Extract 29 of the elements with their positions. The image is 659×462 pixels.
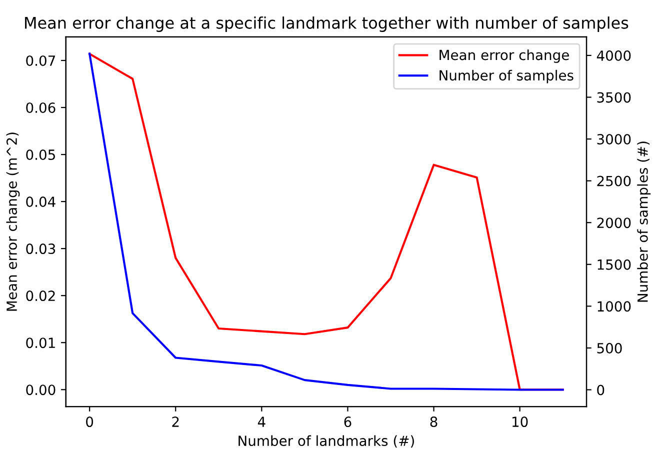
y2-tick-label: 4000 (596, 50, 631, 61)
x-tick-label: 2 (172, 416, 179, 427)
legend-label: Mean error change (440, 49, 569, 63)
x-tick-label: 8 (430, 416, 438, 428)
y-tick-label: 0.01 (26, 338, 55, 348)
y-tick-label: 0.07 (26, 55, 55, 66)
y2-tick-label: 0 (597, 384, 604, 396)
x-tick-label: 10 (512, 416, 528, 428)
x-tick-label: 0 (86, 416, 94, 428)
legend-label: Number of samples (440, 70, 574, 84)
y2-tick-label: 2000 (597, 218, 631, 228)
y2-tick-label: 3000 (597, 134, 631, 144)
y-tick-label: 0.04 (26, 196, 56, 208)
y2-tick-label: 3500 (597, 92, 631, 103)
y-tick-label: 0.05 (26, 149, 55, 160)
y2-axis-title: Number of samples (#) (637, 142, 651, 302)
x-axis-title: Number of landmarks (#) (238, 435, 414, 448)
x-tick-label: 6 (344, 416, 352, 428)
y2-tick-label: 2500 (597, 176, 631, 186)
y-tick-label: 0.06 (26, 102, 56, 113)
y-tick-label: 0.00 (26, 384, 56, 396)
y-tick-label: 0.02 (26, 290, 55, 302)
chart-title: Mean error change at a specific landmark together with number of samples (25, 16, 628, 32)
y-tick-label: 0.03 (26, 244, 56, 254)
y2-tick-label: 1500 (598, 259, 631, 270)
x-tick-label: 4 (258, 416, 266, 427)
y-axis-title: Mean error change (m^2) (6, 132, 20, 311)
y2-tick-label: 1000 (598, 301, 631, 312)
y2-tick-label: 500 (597, 342, 622, 354)
